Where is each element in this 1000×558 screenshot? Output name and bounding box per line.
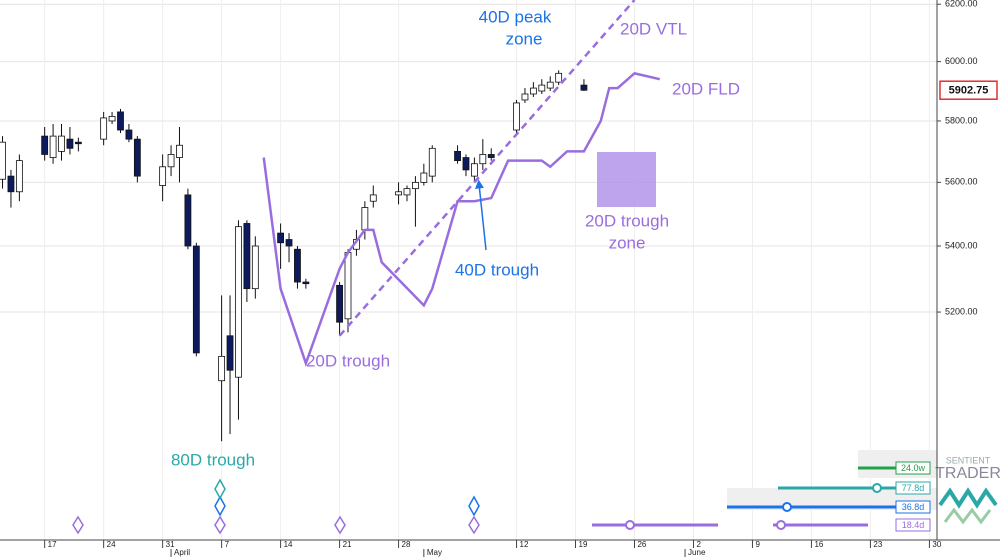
line-label: 20D VTL bbox=[620, 19, 687, 38]
candle-body bbox=[41, 135, 49, 155]
y-tick-label: 5400.00 bbox=[945, 240, 978, 250]
candle-body bbox=[479, 154, 487, 165]
candle-body bbox=[15, 160, 23, 193]
trough-zone-box bbox=[597, 152, 656, 207]
candle-body bbox=[0, 141, 6, 180]
candle-body bbox=[395, 191, 402, 196]
logo-text: SENTIENT bbox=[946, 455, 991, 465]
candle-body bbox=[538, 84, 546, 92]
x-tick-label: 19 bbox=[579, 540, 588, 549]
candle-body bbox=[66, 138, 74, 149]
candle-body bbox=[184, 194, 192, 247]
candle-body bbox=[369, 194, 377, 202]
candle-body bbox=[428, 147, 436, 177]
cycle-label: 18.4d bbox=[902, 520, 925, 530]
x-tick-label: 2 bbox=[696, 540, 701, 549]
month-label: April bbox=[174, 548, 190, 557]
candle-body bbox=[580, 84, 588, 91]
x-tick-label: 16 bbox=[814, 540, 823, 549]
cycle-label: 36.8d bbox=[902, 502, 925, 512]
candle-body bbox=[108, 116, 116, 122]
cycle-panel: 24.0w 77.8d 36.8d 18.4d bbox=[592, 450, 937, 532]
candle-body bbox=[302, 281, 310, 285]
cycle-label: 24.0w bbox=[901, 463, 926, 473]
candle-body bbox=[487, 154, 495, 158]
candle-body bbox=[100, 117, 108, 140]
candle-body bbox=[403, 188, 411, 196]
line-label: 20D FLD bbox=[672, 79, 740, 98]
y-tick-label: 5800.00 bbox=[945, 115, 978, 125]
annotation: zone bbox=[609, 233, 646, 252]
candle-body bbox=[521, 93, 529, 101]
candle-body bbox=[470, 163, 478, 177]
candle-body bbox=[277, 232, 284, 244]
candle-body bbox=[7, 175, 15, 193]
candle-body bbox=[243, 223, 251, 290]
candle-body bbox=[462, 157, 470, 171]
candle-body bbox=[218, 355, 226, 382]
x-tick-label: 24 bbox=[107, 540, 116, 549]
candle-body bbox=[336, 284, 343, 323]
candle-body bbox=[344, 252, 352, 320]
x-tick-label: 12 bbox=[520, 540, 529, 549]
logo: SENTIENT TRADER bbox=[935, 455, 1000, 525]
annotation: 40D peak bbox=[479, 7, 552, 26]
last-price-label: 5902.75 bbox=[949, 85, 989, 97]
annotation: zone bbox=[506, 29, 543, 48]
y-tick-label: 6200.00 bbox=[945, 0, 978, 9]
x-tick-label: 23 bbox=[873, 540, 882, 549]
y-tick-label: 5600.00 bbox=[945, 177, 978, 187]
candle-body bbox=[513, 102, 520, 131]
x-tick-label: 30 bbox=[932, 540, 941, 549]
x-tick-label: 31 bbox=[166, 540, 175, 549]
candle-body bbox=[226, 335, 234, 371]
annotation: 80D trough bbox=[171, 450, 255, 469]
candle-body bbox=[125, 129, 133, 140]
candle-body bbox=[412, 181, 419, 190]
x-tick-label: 7 bbox=[225, 540, 230, 549]
candle-body bbox=[235, 226, 242, 378]
candle-body bbox=[420, 172, 428, 183]
candle-body bbox=[529, 87, 537, 95]
x-tick-label: 14 bbox=[284, 540, 293, 549]
overlay-line bbox=[338, 0, 636, 337]
x-tick-label: 26 bbox=[637, 540, 646, 549]
annotation: 40D trough bbox=[455, 260, 539, 279]
x-tick-label: 28 bbox=[402, 540, 411, 549]
candle-body bbox=[454, 150, 461, 162]
candle-body bbox=[176, 144, 183, 158]
candle-body bbox=[361, 207, 369, 231]
candle-body bbox=[285, 239, 293, 247]
x-tick-label: 17 bbox=[48, 540, 57, 549]
logo-text: TRADER bbox=[935, 465, 1000, 482]
month-label: May bbox=[427, 548, 442, 557]
y-tick-label: 5200.00 bbox=[945, 306, 978, 316]
candle-body bbox=[58, 135, 65, 152]
candle-body bbox=[167, 154, 175, 168]
x-tick-label: 9 bbox=[755, 540, 760, 549]
month-label: June bbox=[688, 548, 706, 557]
candle-body bbox=[117, 111, 124, 131]
last-price-box bbox=[939, 80, 998, 100]
overlay-line bbox=[262, 71, 661, 368]
candle-body bbox=[49, 135, 57, 158]
candle-body bbox=[192, 245, 200, 354]
y-tick-label: 6000.00 bbox=[945, 56, 978, 66]
cycle-label: 77.8d bbox=[902, 483, 925, 493]
candle-body bbox=[555, 72, 563, 83]
candle-body bbox=[159, 166, 167, 186]
cycle-markers bbox=[72, 478, 480, 535]
candle-body bbox=[133, 138, 141, 177]
candle-body bbox=[74, 141, 82, 145]
candle-body bbox=[251, 245, 259, 290]
candle-body bbox=[294, 248, 301, 283]
candle-body bbox=[546, 81, 554, 89]
x-tick-label: 21 bbox=[343, 540, 352, 549]
annotation: 20D trough bbox=[585, 211, 669, 230]
annotation: 20D trough bbox=[306, 351, 390, 370]
arrow bbox=[474, 179, 487, 251]
